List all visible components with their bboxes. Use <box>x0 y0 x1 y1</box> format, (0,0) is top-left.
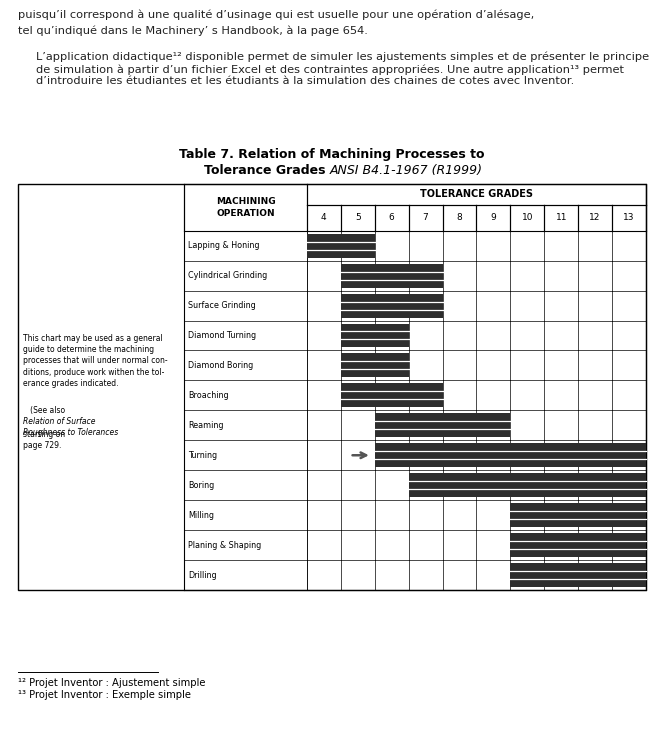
Text: 4: 4 <box>321 213 327 222</box>
Bar <box>341 354 408 377</box>
Text: MACHINING
OPERATION: MACHINING OPERATION <box>216 197 276 218</box>
Bar <box>374 443 646 467</box>
Text: TOLERANCE GRADES: TOLERANCE GRADES <box>420 189 533 199</box>
Text: ¹² Projet Inventor : Ajustement simple: ¹² Projet Inventor : Ajustement simple <box>18 678 205 688</box>
Text: L’application didactique¹² disponible permet de simuler les ajustements simples : L’application didactique¹² disponible pe… <box>36 52 649 87</box>
Text: 13: 13 <box>623 213 635 222</box>
Text: This chart may be used as a general
guide to determine the machining
processes t: This chart may be used as a general guid… <box>23 334 167 388</box>
Text: Turning: Turning <box>189 451 218 460</box>
Text: tel qu’indiqué dans le Machinery’ s Handbook, à la page 654.: tel qu’indiqué dans le Machinery’ s Hand… <box>18 26 368 36</box>
Text: Cylindrical Grinding: Cylindrical Grinding <box>189 271 268 280</box>
Text: Lapping & Honing: Lapping & Honing <box>189 241 260 250</box>
Text: Milling: Milling <box>189 511 214 519</box>
Text: 11: 11 <box>556 213 567 222</box>
Text: 8: 8 <box>457 213 462 222</box>
Text: Diamond Boring: Diamond Boring <box>189 361 254 370</box>
Text: 6: 6 <box>389 213 394 222</box>
Bar <box>374 414 511 437</box>
Text: 9: 9 <box>491 213 496 222</box>
Bar <box>511 503 646 527</box>
Text: starting on
page 729.: starting on page 729. <box>23 430 65 451</box>
Bar <box>18 184 646 590</box>
Text: Boring: Boring <box>189 481 214 490</box>
Text: ¹³ Projet Inventor : Exemple simple: ¹³ Projet Inventor : Exemple simple <box>18 690 191 700</box>
Text: Relation of Surface
Roughness to Tolerances: Relation of Surface Roughness to Toleran… <box>23 417 118 437</box>
Text: 5: 5 <box>355 213 361 222</box>
Text: Broaching: Broaching <box>189 391 229 400</box>
Text: Tolerance Grades: Tolerance Grades <box>204 164 330 177</box>
Text: Planing & Shaping: Planing & Shaping <box>189 541 262 550</box>
Bar <box>408 473 646 497</box>
Text: Reaming: Reaming <box>189 421 224 430</box>
Text: 7: 7 <box>423 213 428 222</box>
Bar <box>511 563 646 587</box>
Text: Surface Grinding: Surface Grinding <box>189 301 256 310</box>
Bar <box>511 533 646 557</box>
Text: puisqu’il correspond à une qualité d’usinage qui est usuelle pour une opération : puisqu’il correspond à une qualité d’usi… <box>18 10 535 21</box>
Text: ANSI B4.1-1967 (R1999): ANSI B4.1-1967 (R1999) <box>330 164 483 177</box>
Text: Table 7. Relation of Machining Processes to: Table 7. Relation of Machining Processes… <box>179 148 485 161</box>
Bar <box>341 263 442 288</box>
Text: Diamond Turning: Diamond Turning <box>189 331 256 340</box>
Bar <box>341 323 408 348</box>
Text: 12: 12 <box>590 213 601 222</box>
Text: (See also: (See also <box>23 406 68 415</box>
Text: 10: 10 <box>521 213 533 222</box>
Bar <box>307 234 374 258</box>
Bar <box>341 383 442 407</box>
Text: Drilling: Drilling <box>189 571 217 579</box>
Bar <box>341 294 442 317</box>
